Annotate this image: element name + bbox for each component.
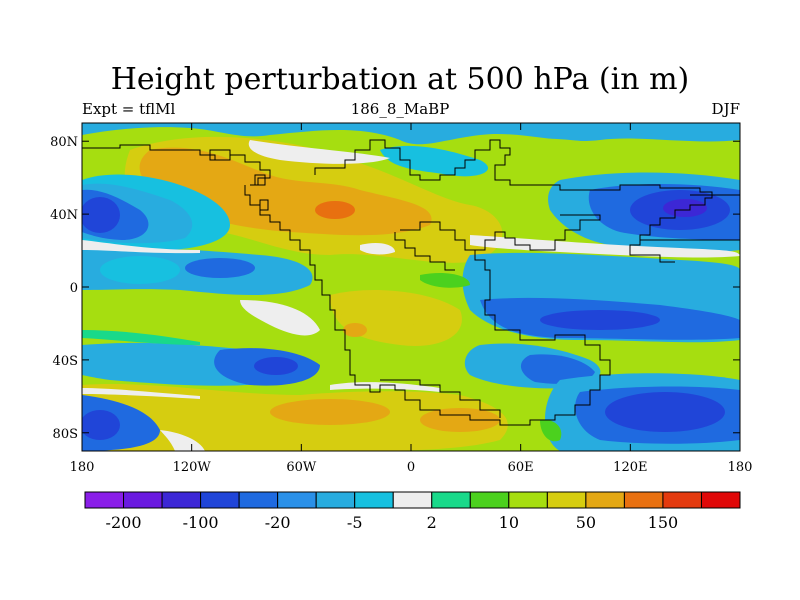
y-tick-label: 40S — [53, 354, 78, 369]
x-tick-label: 60W — [286, 460, 317, 475]
subtitle-run: 186_8_MaBP — [350, 100, 450, 118]
colorbar-swatch — [200, 491, 240, 509]
colorbar-swatch — [623, 491, 664, 509]
x-tick-label: 120W — [173, 460, 212, 475]
colorbar-label: -200 — [106, 513, 142, 532]
colorbar-swatch — [277, 491, 317, 509]
map-field — [82, 123, 740, 451]
colorbar-swatch — [700, 491, 741, 509]
colorbar-swatch — [315, 491, 356, 509]
colorbar-label: 2 — [427, 513, 437, 532]
x-tick-label: 180 — [70, 460, 95, 475]
colorbar-label: -100 — [183, 513, 219, 532]
x-tick-label: 60E — [508, 460, 534, 475]
colorbar-swatch — [508, 491, 548, 509]
colorbar-label: 10 — [499, 513, 519, 532]
colorbar-swatch — [662, 491, 702, 509]
colorbar-swatch — [354, 491, 394, 509]
colorbar-swatch — [469, 491, 510, 509]
colorbar-swatch — [84, 491, 125, 509]
colorbar-swatch — [161, 491, 202, 509]
y-tick-label: 80N — [50, 135, 78, 150]
x-tick-label: 180 — [728, 460, 753, 475]
y-tick-label: 40N — [50, 208, 78, 223]
y-axis: 80N 40N 0 40S 80S — [50, 135, 740, 442]
colorbar-swatch — [546, 491, 587, 509]
colorbar-label: 50 — [576, 513, 596, 532]
subtitle-season: DJF — [711, 100, 740, 118]
colorbar-label: -20 — [265, 513, 291, 532]
colorbar-swatch — [392, 491, 433, 509]
x-tick-label: 0 — [407, 460, 415, 475]
x-axis: 180 120W 60W 0 60E 120E 180 — [70, 123, 753, 475]
x-tick-label: 120E — [613, 460, 647, 475]
colorbar-swatch — [238, 491, 279, 509]
colorbar-label: 150 — [648, 513, 679, 532]
coastline — [82, 139, 740, 426]
colorbar-label: -5 — [347, 513, 363, 532]
colorbar-swatch — [431, 491, 471, 509]
colorbar-swatch — [123, 491, 163, 509]
subtitle-experiment: Expt = tflMl — [82, 100, 176, 118]
colorbar: -200 -100 -20 -5 2 10 50 150 — [84, 491, 741, 532]
colorbar-swatch — [585, 491, 625, 509]
y-tick-label: 0 — [70, 281, 78, 296]
y-tick-label: 80S — [53, 427, 78, 442]
chart-title: Height perturbation at 500 hPa (in m) — [110, 62, 690, 97]
